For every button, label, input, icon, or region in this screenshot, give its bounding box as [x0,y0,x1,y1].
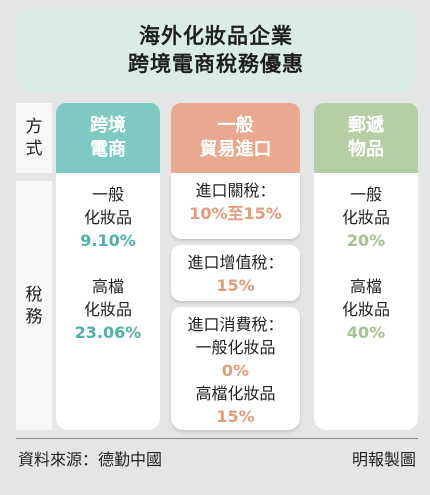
vat-label: 進口增值稅： [187,253,284,272]
cross-border-premium: 高檔 化妝品 23.06% [56,275,160,344]
footer: 資料來源：德勤中國 明報製圖 [18,446,416,470]
postal-premium: 高檔 化妝品 40% [314,275,418,344]
row-label-tax-char-2: 務 [25,306,43,327]
cross-border-general-line-2: 化妝品 [83,208,132,227]
customs-duty-rate: 10%至15% [189,204,282,223]
cross-border-general-rate: 9.10% [80,231,136,250]
postal-general-line-1: 一般 [349,185,382,204]
postal-premium-line-1: 高檔 [349,277,382,296]
customs-duty-card: 進口關稅： 10%至15% [171,173,300,239]
row-label-method: 方 式 [16,103,52,173]
header-general-trade: 一般 貿易進口 [171,103,300,173]
header-postal-line-1: 郵遞 [348,115,384,136]
column-general-trade: 進口關稅： 10%至15% 進口增值稅： 15% 進口消費稅： 一般化妝品 0%… [171,173,300,430]
column-cross-border: 一般 化妝品 9.10% 高檔 化妝品 23.06% [56,173,160,430]
source-note: 資料來源：德勤中國 [18,450,163,469]
header-general-trade-line-2: 貿易進口 [199,139,272,160]
row-label-method-char-2: 式 [25,139,43,159]
title-line-2: 跨境電商稅務優惠 [128,52,304,76]
cross-border-premium-line-2: 化妝品 [83,300,132,319]
title-line-1: 海外化妝品企業 [139,24,293,48]
postal-general: 一般 化妝品 20% [314,183,418,252]
title-box: 海外化妝品企業 跨境電商稅務優惠 [16,8,416,92]
postal-general-rate: 20% [346,231,386,250]
consumption-premium-label: 高檔化妝品 [195,384,276,403]
consumption-premium-rate: 15% [216,407,255,426]
header-cross-border-line-2: 電商 [90,139,126,160]
row-label-method-char-1: 方 [25,117,43,137]
postal-premium-rate: 40% [346,323,386,342]
row-label-tax: 稅 務 [16,181,52,430]
vat-card: 進口增值稅： 15% [171,245,300,301]
cross-border-premium-rate: 23.06% [74,323,142,342]
consumption-tax-label: 進口消費稅： [187,315,284,334]
cross-border-premium-line-1: 高檔 [91,277,124,296]
vat-rate: 15% [216,276,255,295]
header-cross-border-line-1: 跨境 [90,115,126,136]
row-label-tax-char-1: 稅 [25,284,43,305]
header-general-trade-line-1: 一般 [217,115,254,136]
consumption-tax-card: 進口消費稅： 一般化妝品 0% 高檔化妝品 15% [171,307,300,430]
customs-duty-label: 進口關稅： [195,181,276,200]
consumption-general-rate: 0% [221,361,250,380]
consumption-general-label: 一般化妝品 [195,338,276,357]
header-cross-border: 跨境 電商 [56,103,160,173]
footer-divider [16,438,418,439]
header-postal: 郵遞 物品 [314,103,418,173]
credit-note: 明報製圖 [351,450,416,469]
cross-border-general-line-1: 一般 [91,185,124,204]
postal-premium-line-2: 化妝品 [341,300,390,319]
postal-general-line-2: 化妝品 [341,208,390,227]
header-postal-line-2: 物品 [348,139,384,160]
column-postal: 一般 化妝品 20% 高檔 化妝品 40% [314,173,418,430]
cross-border-general: 一般 化妝品 9.10% [56,183,160,252]
